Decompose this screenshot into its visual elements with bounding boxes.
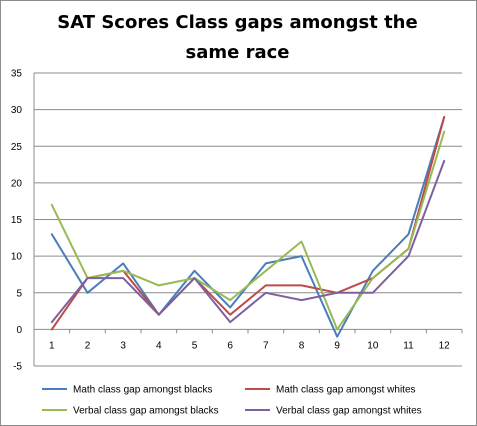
x-tick-label: 3 xyxy=(120,340,126,351)
legend-label: Math class gap amongst whites xyxy=(276,385,416,396)
y-tick-label: 30 xyxy=(11,105,23,116)
y-tick-label: 10 xyxy=(11,252,23,263)
legend-label: Verbal class gap amongst blacks xyxy=(73,406,219,417)
y-tick-label: 25 xyxy=(11,142,23,153)
x-tick-label: 9 xyxy=(334,340,340,351)
series-lines xyxy=(50,116,446,338)
x-tick-label: 2 xyxy=(85,340,91,351)
series-line xyxy=(50,159,446,324)
legend-label: Verbal class gap amongst whites xyxy=(276,406,422,417)
gridlines xyxy=(34,72,462,367)
series-line xyxy=(50,116,446,338)
x-tick-label: 6 xyxy=(227,340,233,351)
axes xyxy=(33,73,463,366)
x-tick-label: 5 xyxy=(192,340,198,351)
x-tick-label: 1 xyxy=(49,340,55,351)
x-tick-label: 8 xyxy=(299,340,305,351)
legend-label: Math class gap amongst blacks xyxy=(73,385,213,396)
legend: Math class gap amongst blacks Math class … xyxy=(42,385,422,417)
y-tick-label: 15 xyxy=(11,215,23,226)
x-tick-label: 10 xyxy=(367,340,379,351)
series-line xyxy=(50,130,446,331)
y-tick-label: -5 xyxy=(13,362,22,373)
x-tick-label: 4 xyxy=(156,340,162,351)
x-tick-labels: 1 2 3 4 5 6 7 8 9 10 11 12 xyxy=(49,340,450,351)
x-tick-label: 12 xyxy=(439,340,451,351)
y-tick-label: 0 xyxy=(16,325,22,336)
y-tick-label: 20 xyxy=(11,178,23,189)
y-tick-labels: -5 0 5 10 15 20 25 30 35 xyxy=(11,69,23,373)
series-line xyxy=(50,116,446,331)
y-tick-label: 5 xyxy=(16,288,22,299)
chart-title: SAT Scores Class gaps amongst the same r… xyxy=(57,12,418,63)
y-tick-label: 35 xyxy=(11,69,23,80)
x-tick-label: 11 xyxy=(403,340,414,351)
x-tick-label: 7 xyxy=(263,340,269,351)
